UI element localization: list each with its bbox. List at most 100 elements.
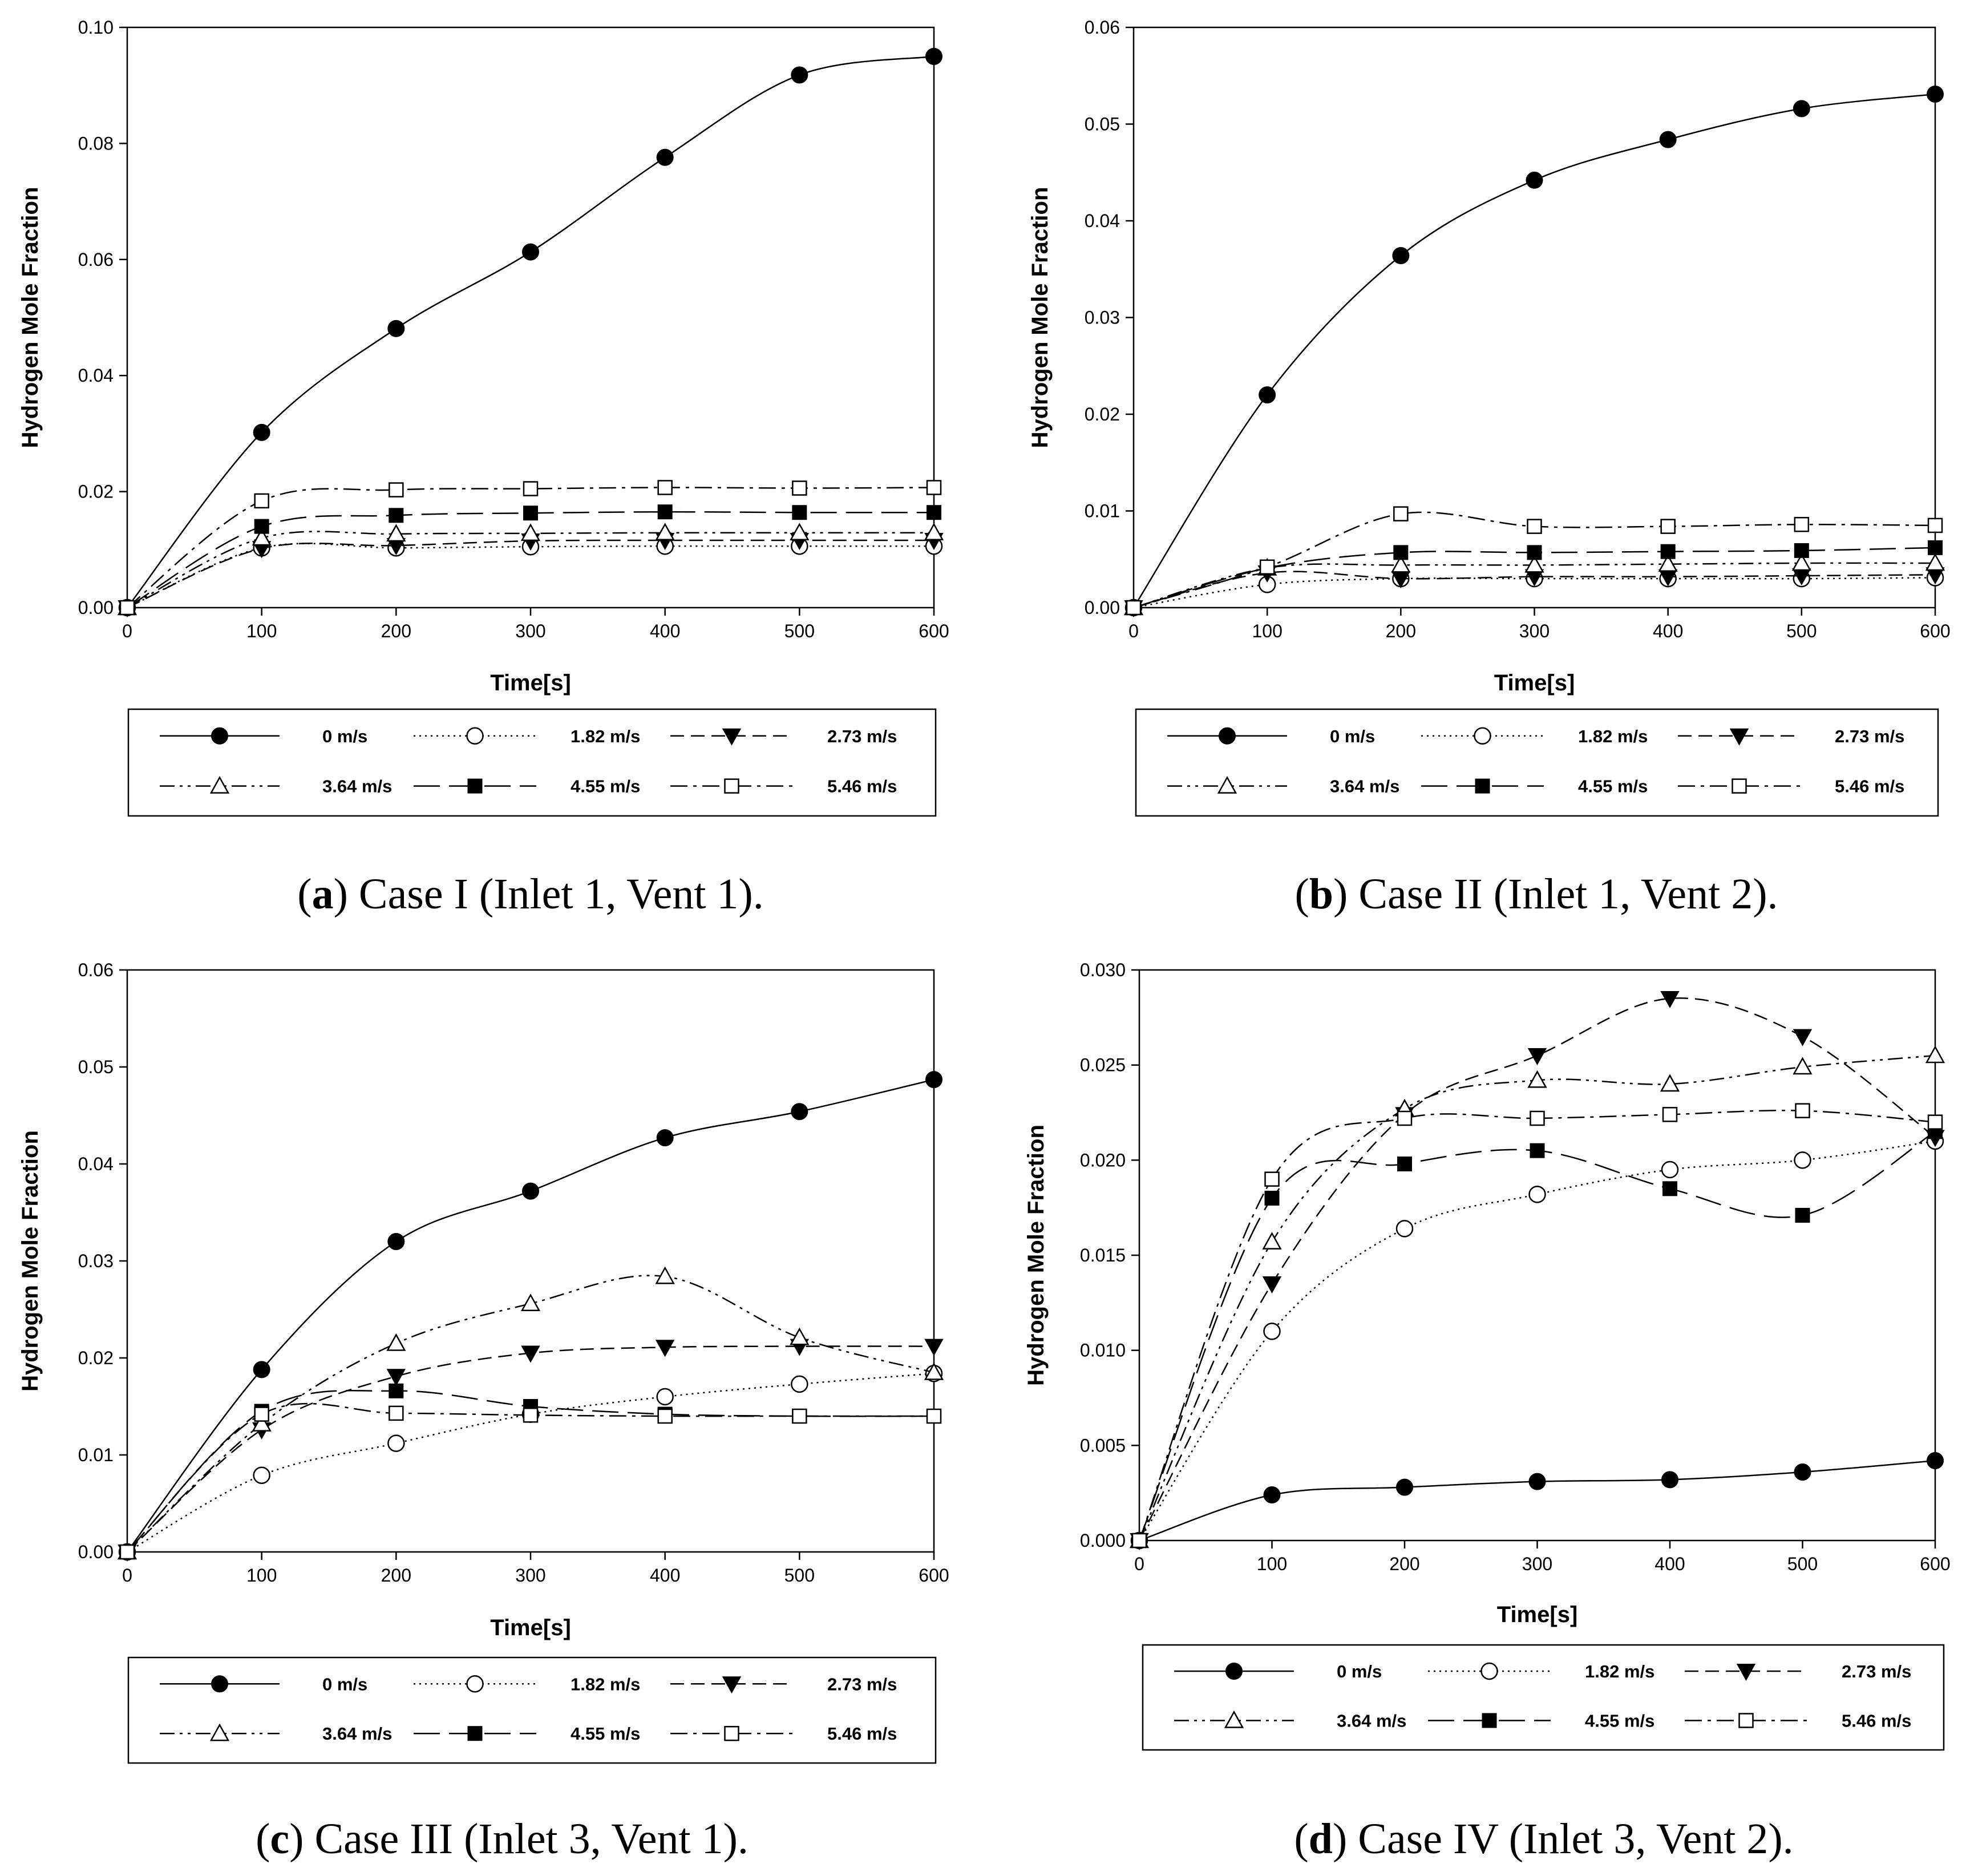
legend-marker	[1482, 1713, 1497, 1728]
y-tick-label: 0.02	[78, 1348, 114, 1368]
series-5-46-m-s	[1126, 506, 1943, 616]
caption-body: Case I (Inlet 1, Vent 1).	[359, 870, 764, 918]
data-point	[1660, 1074, 1680, 1092]
legend-item: 2.73 m/s	[670, 1674, 897, 1694]
chart-panel-d: 0 100 200 300 400 500 600 0.000 0.005 0.010 0.015 0…	[1024, 960, 1951, 1863]
legend: 0 m/s 1.82 m/s 2.73 m/s 3.64 m/s 4.55 m/s 5.4…	[127, 708, 937, 817]
data-point	[1661, 1471, 1678, 1489]
x-tick-label: 400	[1654, 1554, 1685, 1574]
data-point	[1660, 544, 1676, 559]
x-tick-label: 500	[784, 621, 815, 641]
x-tick-label: 0	[1134, 1554, 1144, 1574]
data-point	[389, 1383, 404, 1398]
legend-marker	[467, 778, 483, 794]
data-point	[386, 524, 406, 542]
x-tick-label: 100	[246, 621, 277, 641]
data-point	[521, 1345, 540, 1363]
data-point	[925, 1071, 942, 1089]
data-point	[1925, 1045, 1945, 1064]
caption-paren-open: (	[1294, 870, 1309, 918]
legend-label: 2.73 m/s	[827, 726, 897, 746]
legend-label: 5.46 m/s	[1835, 777, 1904, 797]
x-tick-label: 0	[1128, 621, 1139, 641]
legend-item: 2.73 m/s	[1678, 726, 1904, 746]
data-point	[1928, 540, 1943, 555]
data-point	[1795, 1208, 1810, 1223]
legend-marker	[467, 1726, 483, 1741]
legend-item: 4.55 m/s	[414, 1724, 640, 1744]
data-point	[924, 1362, 944, 1380]
data-point	[1794, 1151, 1811, 1169]
legend-item: 2.73 m/s	[1685, 1661, 1911, 1681]
data-point	[657, 1408, 673, 1424]
chart-panel-b: 0 100 200 300 400 500 600 0.00 0.01 0.02 0.03 0.04 0…	[1027, 17, 1951, 918]
data-point	[253, 423, 270, 441]
caption-paren-close: )	[334, 870, 359, 918]
data-point	[1263, 1323, 1281, 1340]
legend-label: 1.82 m/s	[1578, 726, 1648, 746]
x-tick-label: 400	[650, 621, 680, 641]
y-tick-label: 0.030	[1080, 960, 1126, 980]
data-point	[1791, 553, 1811, 571]
legend-item: 3.64 m/s	[160, 1723, 392, 1744]
legend-label: 4.55 m/s	[1585, 1711, 1654, 1731]
data-point	[656, 1388, 674, 1406]
data-point	[387, 1434, 405, 1452]
data-point	[254, 1406, 269, 1422]
x-axis-title: Time[s]	[490, 1615, 571, 1640]
series-2-73-m-s	[118, 533, 944, 618]
legend-marker	[724, 778, 739, 794]
data-point	[1524, 555, 1544, 573]
legend-item: 5.46 m/s	[670, 1724, 897, 1744]
legend-label: 3.64 m/s	[322, 777, 392, 797]
data-point	[1662, 1107, 1678, 1122]
series-2-73-m-s	[118, 1339, 944, 1562]
data-point	[1262, 1276, 1282, 1294]
legend-item: 4.55 m/s	[414, 777, 640, 797]
panel-caption: (d) Case IV (Inlet 3, Vent 2).	[1294, 1815, 1793, 1863]
data-point	[792, 1408, 807, 1424]
data-point	[389, 482, 404, 498]
x-tick-label: 100	[1252, 621, 1282, 641]
legend-item: 4.55 m/s	[1428, 1711, 1654, 1731]
data-point	[1927, 85, 1944, 103]
legend-marker	[1729, 728, 1749, 746]
data-point	[792, 480, 807, 496]
legend-label: 3.64 m/s	[1337, 1711, 1406, 1731]
legend-label: 0 m/s	[1330, 726, 1375, 746]
data-point	[927, 505, 941, 520]
caption-paren-open: (	[1294, 1815, 1308, 1863]
x-tick-label: 400	[1653, 621, 1683, 641]
legend-item: 1.82 m/s	[1428, 1661, 1654, 1681]
legend-item: 5.46 m/s	[1678, 777, 1904, 797]
data-point	[791, 66, 808, 84]
data-point	[1530, 1110, 1545, 1126]
data-point	[1393, 545, 1409, 560]
y-tick-label: 0.06	[78, 960, 114, 980]
data-point	[791, 1375, 808, 1393]
y-tick-label: 0.03	[78, 1251, 114, 1271]
data-point	[1793, 1057, 1813, 1075]
series-3-64-m-s	[117, 1266, 944, 1560]
data-point	[925, 47, 942, 65]
legend-marker	[1474, 727, 1491, 745]
series-3-64-m-s	[117, 523, 944, 616]
x-axis-title: Time[s]	[490, 670, 571, 696]
x-tick-label: 0	[122, 1565, 132, 1586]
data-point	[1925, 553, 1945, 571]
y-tick-label: 0.015	[1080, 1245, 1126, 1266]
y-tick-label: 0.00	[78, 1542, 114, 1562]
data-point	[253, 1466, 270, 1484]
series-5-46-m-s	[119, 1402, 942, 1560]
data-point	[1660, 991, 1680, 1009]
y-tick-label: 0.05	[78, 1057, 114, 1077]
panel-caption: (b) Case II (Inlet 1, Vent 2).	[1294, 870, 1778, 918]
y-tick-label: 0.04	[78, 1154, 114, 1174]
legend-marker	[722, 1676, 742, 1694]
y-tick-label: 0.10	[78, 17, 114, 38]
legend-marker	[466, 727, 484, 745]
legend-marker	[1217, 776, 1237, 794]
x-tick-label: 200	[1386, 621, 1416, 641]
data-point	[1527, 519, 1542, 534]
legend-marker	[722, 728, 742, 746]
